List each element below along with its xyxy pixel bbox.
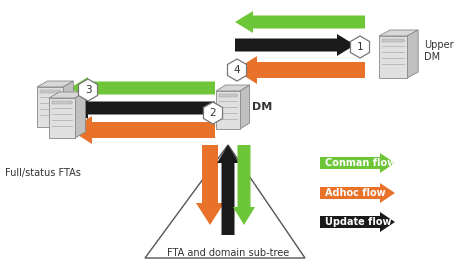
Polygon shape [350, 36, 370, 58]
Bar [219, 94, 237, 97]
Bar [216, 91, 240, 129]
Polygon shape [63, 81, 73, 127]
FancyArrow shape [235, 34, 355, 56]
FancyArrow shape [320, 153, 395, 173]
Polygon shape [37, 81, 73, 87]
Polygon shape [49, 92, 85, 98]
FancyArrow shape [235, 11, 365, 33]
Text: Upper
DM: Upper DM [424, 40, 454, 62]
Text: 4: 4 [234, 65, 240, 75]
Polygon shape [203, 102, 222, 124]
FancyArrow shape [320, 212, 395, 232]
Polygon shape [75, 92, 85, 138]
Bar [382, 39, 404, 42]
FancyArrow shape [70, 116, 215, 144]
Text: Conman flow: Conman flow [325, 158, 396, 168]
Text: Update flow: Update flow [325, 217, 391, 227]
Text: 1: 1 [357, 42, 363, 52]
Polygon shape [240, 85, 250, 129]
Text: 3: 3 [85, 85, 91, 95]
Polygon shape [379, 30, 418, 36]
FancyArrow shape [233, 145, 255, 225]
FancyArrow shape [235, 56, 365, 84]
Bar [49, 98, 75, 138]
Bar [52, 101, 72, 104]
FancyArrow shape [70, 77, 215, 99]
Polygon shape [79, 79, 97, 101]
Polygon shape [407, 30, 418, 78]
Text: FTA and domain sub-tree: FTA and domain sub-tree [167, 248, 289, 258]
Text: DM: DM [252, 102, 272, 112]
Text: Full/status FTAs: Full/status FTAs [5, 168, 81, 178]
FancyArrow shape [217, 145, 239, 235]
FancyArrow shape [320, 183, 395, 203]
Bar [379, 36, 407, 78]
FancyArrow shape [70, 97, 215, 119]
FancyArrow shape [196, 145, 224, 225]
Polygon shape [145, 145, 305, 258]
Polygon shape [216, 85, 250, 91]
Bar [37, 87, 63, 127]
Polygon shape [227, 59, 246, 81]
Text: 2: 2 [210, 108, 216, 118]
Text: Adhoc flow: Adhoc flow [325, 188, 386, 198]
Bar [40, 90, 60, 93]
